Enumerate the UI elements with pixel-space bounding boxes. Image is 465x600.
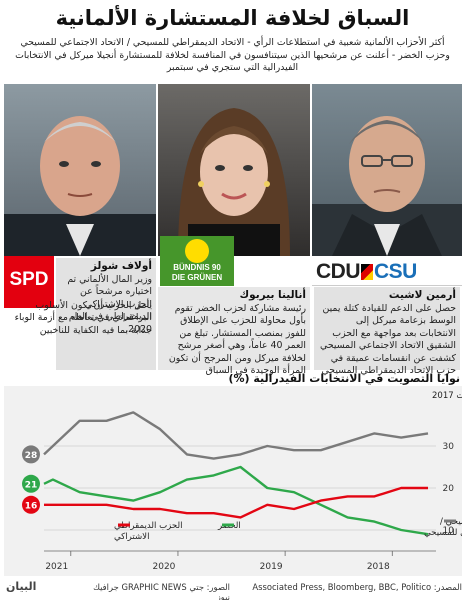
intro-text: أكثر الأحزاب الألمانية شعبية في استطلاعا… (15, 37, 450, 74)
scholz-name: أولاف شولز (90, 260, 152, 272)
laschet-bio: أرمين لاشيت حصل على الدعم للقيادة كتلة ي… (314, 287, 460, 376)
cdu-line (43, 411, 429, 460)
vote-intention-chart: 10 20 30 2018 2019 2020 2021 نتائج انتخابات 201… (4, 386, 462, 576)
scholz-bio: أولاف شولز وزير المال الألماني تم اختيار… (56, 258, 156, 370)
brand-logo: البيان (6, 580, 37, 593)
baerbock-bio: أنالينا بيربوك رئيسة مشاركة لحزب الخضر ت… (158, 287, 310, 376)
chart-svg: 10 20 30 2018 2019 2020 2021 نتائج انتخابات 201… (22, 391, 462, 572)
baerbock-bio-text: رئيسة مشاركة لحزب الخضر تقوم بأول محاولة… (168, 303, 306, 377)
spd-series-label-line2: الاشتراكي (114, 532, 149, 542)
y-tick-label: 30 (443, 442, 455, 452)
scholz-portrait (4, 84, 156, 256)
spd-logo: SPD (4, 256, 54, 308)
scholz-bio-text: وزير المال الألماني تم اختياره مرشحاً عن… (67, 274, 152, 335)
end-value-badge (22, 495, 40, 514)
cdu-csu-logo: CDU CSU (312, 256, 462, 286)
source-credit: المصدر: Associated Press, Bloomberg, BBC… (252, 582, 462, 592)
scholz-bio-text-lower: يأمل الحزب أن يكون الأسلوب البراغماتي في… (14, 300, 152, 336)
baerbock-portrait (158, 84, 310, 256)
x-tick-label: 2020 (153, 562, 176, 572)
end-value-label: 28 (25, 451, 38, 461)
x-tick-label: 2021 (45, 562, 68, 572)
laschet-bio-text: حصل على الدعم للقيادة كتلة يمين الوسط بز… (320, 303, 456, 377)
spd-line (44, 486, 428, 519)
photo-credit: الصور: جتي GRAPHIC NEWS جرافيك نيوز (93, 582, 230, 600)
page-title: السباق لخلافة المستشارة الألمانية (55, 6, 410, 30)
x-tick-label: 2019 (260, 562, 283, 572)
end-value-badge (22, 445, 40, 464)
end-value-label: 16 (25, 501, 38, 511)
x-tick-label: 2018 (367, 562, 390, 572)
laschet-name: أرمين لاشيت (388, 289, 456, 301)
y-tick-label: 10 (443, 526, 455, 536)
election-2017-annotation: نتائج انتخابات 2017 (432, 391, 462, 401)
y-tick-label: 20 (443, 484, 455, 494)
sunflower-icon (185, 239, 209, 263)
cdu-series-label-line2: الاتحاد الاجتماعي للمسيحي (424, 528, 462, 538)
end-value-label: 21 (25, 480, 38, 490)
end-value-badge (22, 474, 40, 493)
chart-title: نوايا التصويت في الانتخابات الفيدرالية (… (228, 372, 460, 385)
green-line (43, 465, 429, 536)
greens-logo: BÜNDNIS 90 DIE GRÜNEN (160, 236, 234, 286)
spd-series-label: الحزب الديمقراطي (114, 521, 182, 531)
baerbock-name: أنالينا بيربوك (239, 289, 306, 301)
laschet-portrait (312, 84, 462, 256)
